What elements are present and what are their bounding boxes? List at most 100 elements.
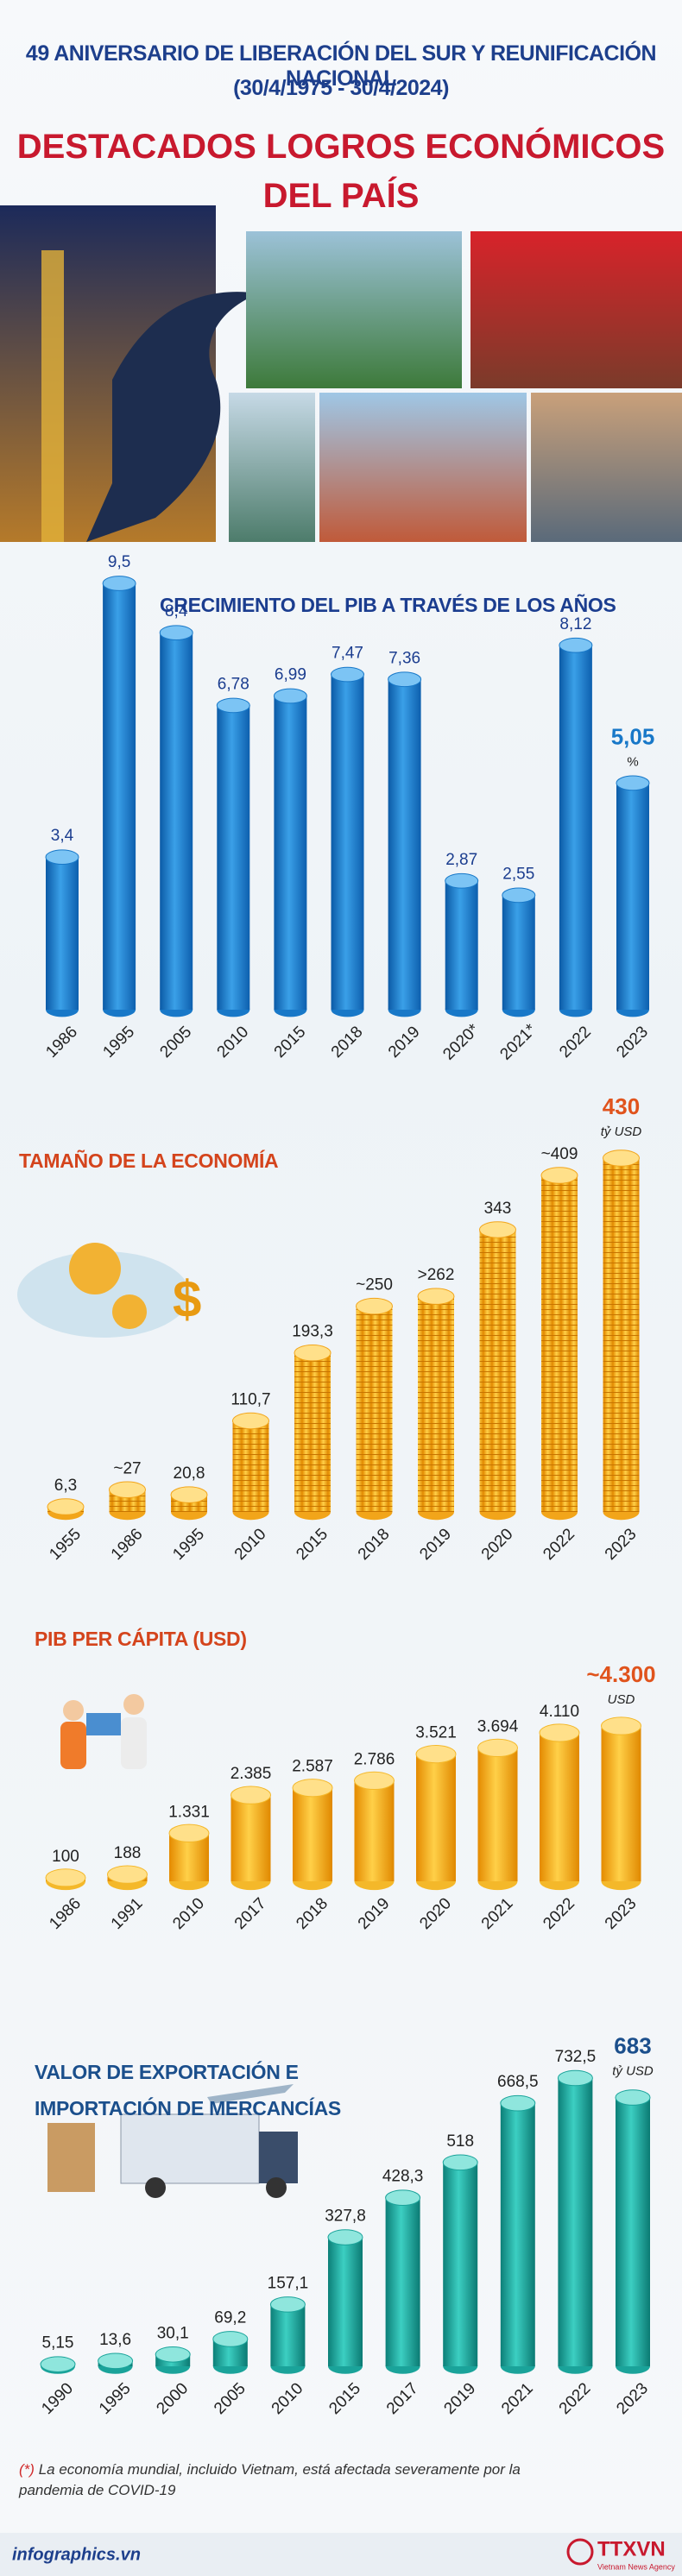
photo-lake	[246, 231, 462, 388]
bar-cap	[230, 1786, 271, 1804]
bar-cap	[479, 1221, 516, 1238]
bar-cap	[294, 1344, 332, 1362]
x-tick-label: 2015	[325, 2379, 364, 2418]
footnote-marker: (*)	[19, 2461, 35, 2478]
bar-cap	[292, 1779, 333, 1798]
x-tick-label: 2017	[383, 2379, 422, 2418]
bar-cap	[388, 671, 422, 688]
value-label: ~27	[113, 1459, 141, 1477]
x-tick-label: 2022	[540, 1525, 578, 1564]
bar-cap	[356, 1297, 393, 1315]
bar-cap	[159, 625, 193, 641]
bar-cap	[559, 637, 593, 653]
value-label: 30,1	[157, 2324, 189, 2342]
value-label: 343	[484, 1200, 512, 1218]
value-label: 157,1	[268, 2274, 309, 2292]
chart-title: TAMAÑO DE LA ECONOMÍA	[19, 1149, 279, 1172]
x-tick-label: 2020*	[439, 1020, 483, 1063]
bar-cap	[273, 688, 307, 704]
bar	[502, 895, 535, 1010]
illustration-logistics	[47, 2084, 298, 2198]
value-label: 13,6	[99, 2331, 131, 2349]
bar	[559, 645, 592, 1010]
photo-bay	[229, 393, 315, 542]
x-tick-label: 2018	[355, 1525, 394, 1564]
bar-cap	[616, 775, 650, 791]
bar-cap	[539, 1723, 580, 1742]
bar-cap	[269, 2296, 306, 2313]
bar	[232, 1420, 269, 1512]
unit-label: tỷ USD	[612, 2064, 654, 2079]
bar	[160, 633, 193, 1010]
value-label: 6,99	[275, 666, 306, 684]
value-label: 327,8	[325, 2208, 366, 2226]
value-label: 193,3	[292, 1323, 333, 1341]
bar-cap	[102, 576, 136, 591]
x-tick-label: 2005	[211, 2379, 249, 2418]
value-label: 683	[614, 2032, 651, 2058]
bar-cap	[557, 2069, 593, 2087]
x-tick-label: 2019	[385, 1023, 424, 1061]
bar-cap	[327, 2229, 363, 2245]
x-tick-label: 2022	[556, 2379, 595, 2418]
bar	[274, 696, 307, 1010]
x-tick-label: 2023	[613, 2379, 652, 2418]
x-tick-label: 1991	[108, 1894, 147, 1933]
footnote-text: La economía mundial, incluido Vietnam, e…	[19, 2461, 521, 2498]
bar-cap	[45, 1868, 86, 1887]
site: infographics.vn	[12, 2545, 141, 2564]
bar-cap	[331, 666, 364, 683]
tower	[41, 250, 64, 542]
value-label: 5,15	[42, 2334, 74, 2352]
x-tick-label: 2018	[328, 1023, 367, 1061]
bar	[46, 857, 79, 1010]
bar	[477, 1748, 518, 1881]
value-label: 2.786	[354, 1750, 395, 1768]
svg-text:$: $	[173, 1270, 201, 1328]
bar	[416, 1754, 456, 1881]
main-title: DESTACADOS LOGROS ECONÓMICOS	[16, 128, 666, 166]
value-label: 7,47	[332, 645, 363, 663]
value-label: 69,2	[214, 2308, 246, 2327]
bar	[103, 583, 136, 1010]
x-tick-label: 2010	[214, 1023, 253, 1061]
bar-cap	[45, 849, 79, 866]
subtitle-line: 49 ANIVERSARIO DE LIBERACIÓN DEL SUR Y R…	[25, 41, 657, 91]
bar-cap	[47, 1498, 85, 1515]
value-label: 110,7	[230, 1390, 270, 1408]
footer: infographics.vn TTXVN Vietnam News Agenc…	[12, 2537, 675, 2571]
value-label: 518	[446, 2132, 474, 2151]
bar-cap	[442, 2154, 478, 2171]
x-tick-label: 2019	[355, 1894, 394, 1933]
bar	[479, 1229, 516, 1512]
x-tick-label: 2023	[602, 1894, 641, 1933]
value-label: 4.110	[540, 1703, 579, 1721]
value-label: 430	[603, 1093, 640, 1119]
main-title: DEL PAÍS	[262, 177, 420, 215]
unit-label: USD	[608, 1692, 635, 1707]
value-label: 2.587	[292, 1758, 333, 1776]
value-label: 3.521	[415, 1724, 457, 1742]
bar	[356, 1306, 393, 1512]
x-tick-label: 2010	[268, 2379, 307, 2418]
x-tick-label: 2015	[293, 1525, 332, 1564]
x-tick-label: 2015	[271, 1023, 310, 1061]
bar	[616, 783, 649, 1010]
value-label: 668,5	[497, 2073, 539, 2091]
bar	[540, 1732, 579, 1881]
bar-cap	[603, 1149, 640, 1167]
bar	[418, 1296, 454, 1512]
logo-mark	[566, 2538, 594, 2566]
bar	[445, 880, 478, 1010]
photo-port	[319, 393, 527, 542]
chart-title: CRECIMIENTO DEL PIB A TRAVÉS DE LOS AÑOS	[160, 594, 616, 616]
bar	[354, 1780, 395, 1881]
x-tick-label: 2017	[231, 1894, 270, 1933]
value-label: 2.385	[230, 1765, 272, 1783]
x-tick-label: 2021	[478, 1894, 517, 1933]
bar-cap	[168, 1823, 210, 1842]
bar-cap	[232, 1412, 269, 1430]
bar-cap	[109, 1481, 146, 1498]
bar	[616, 2097, 650, 2366]
bar	[230, 1795, 271, 1881]
